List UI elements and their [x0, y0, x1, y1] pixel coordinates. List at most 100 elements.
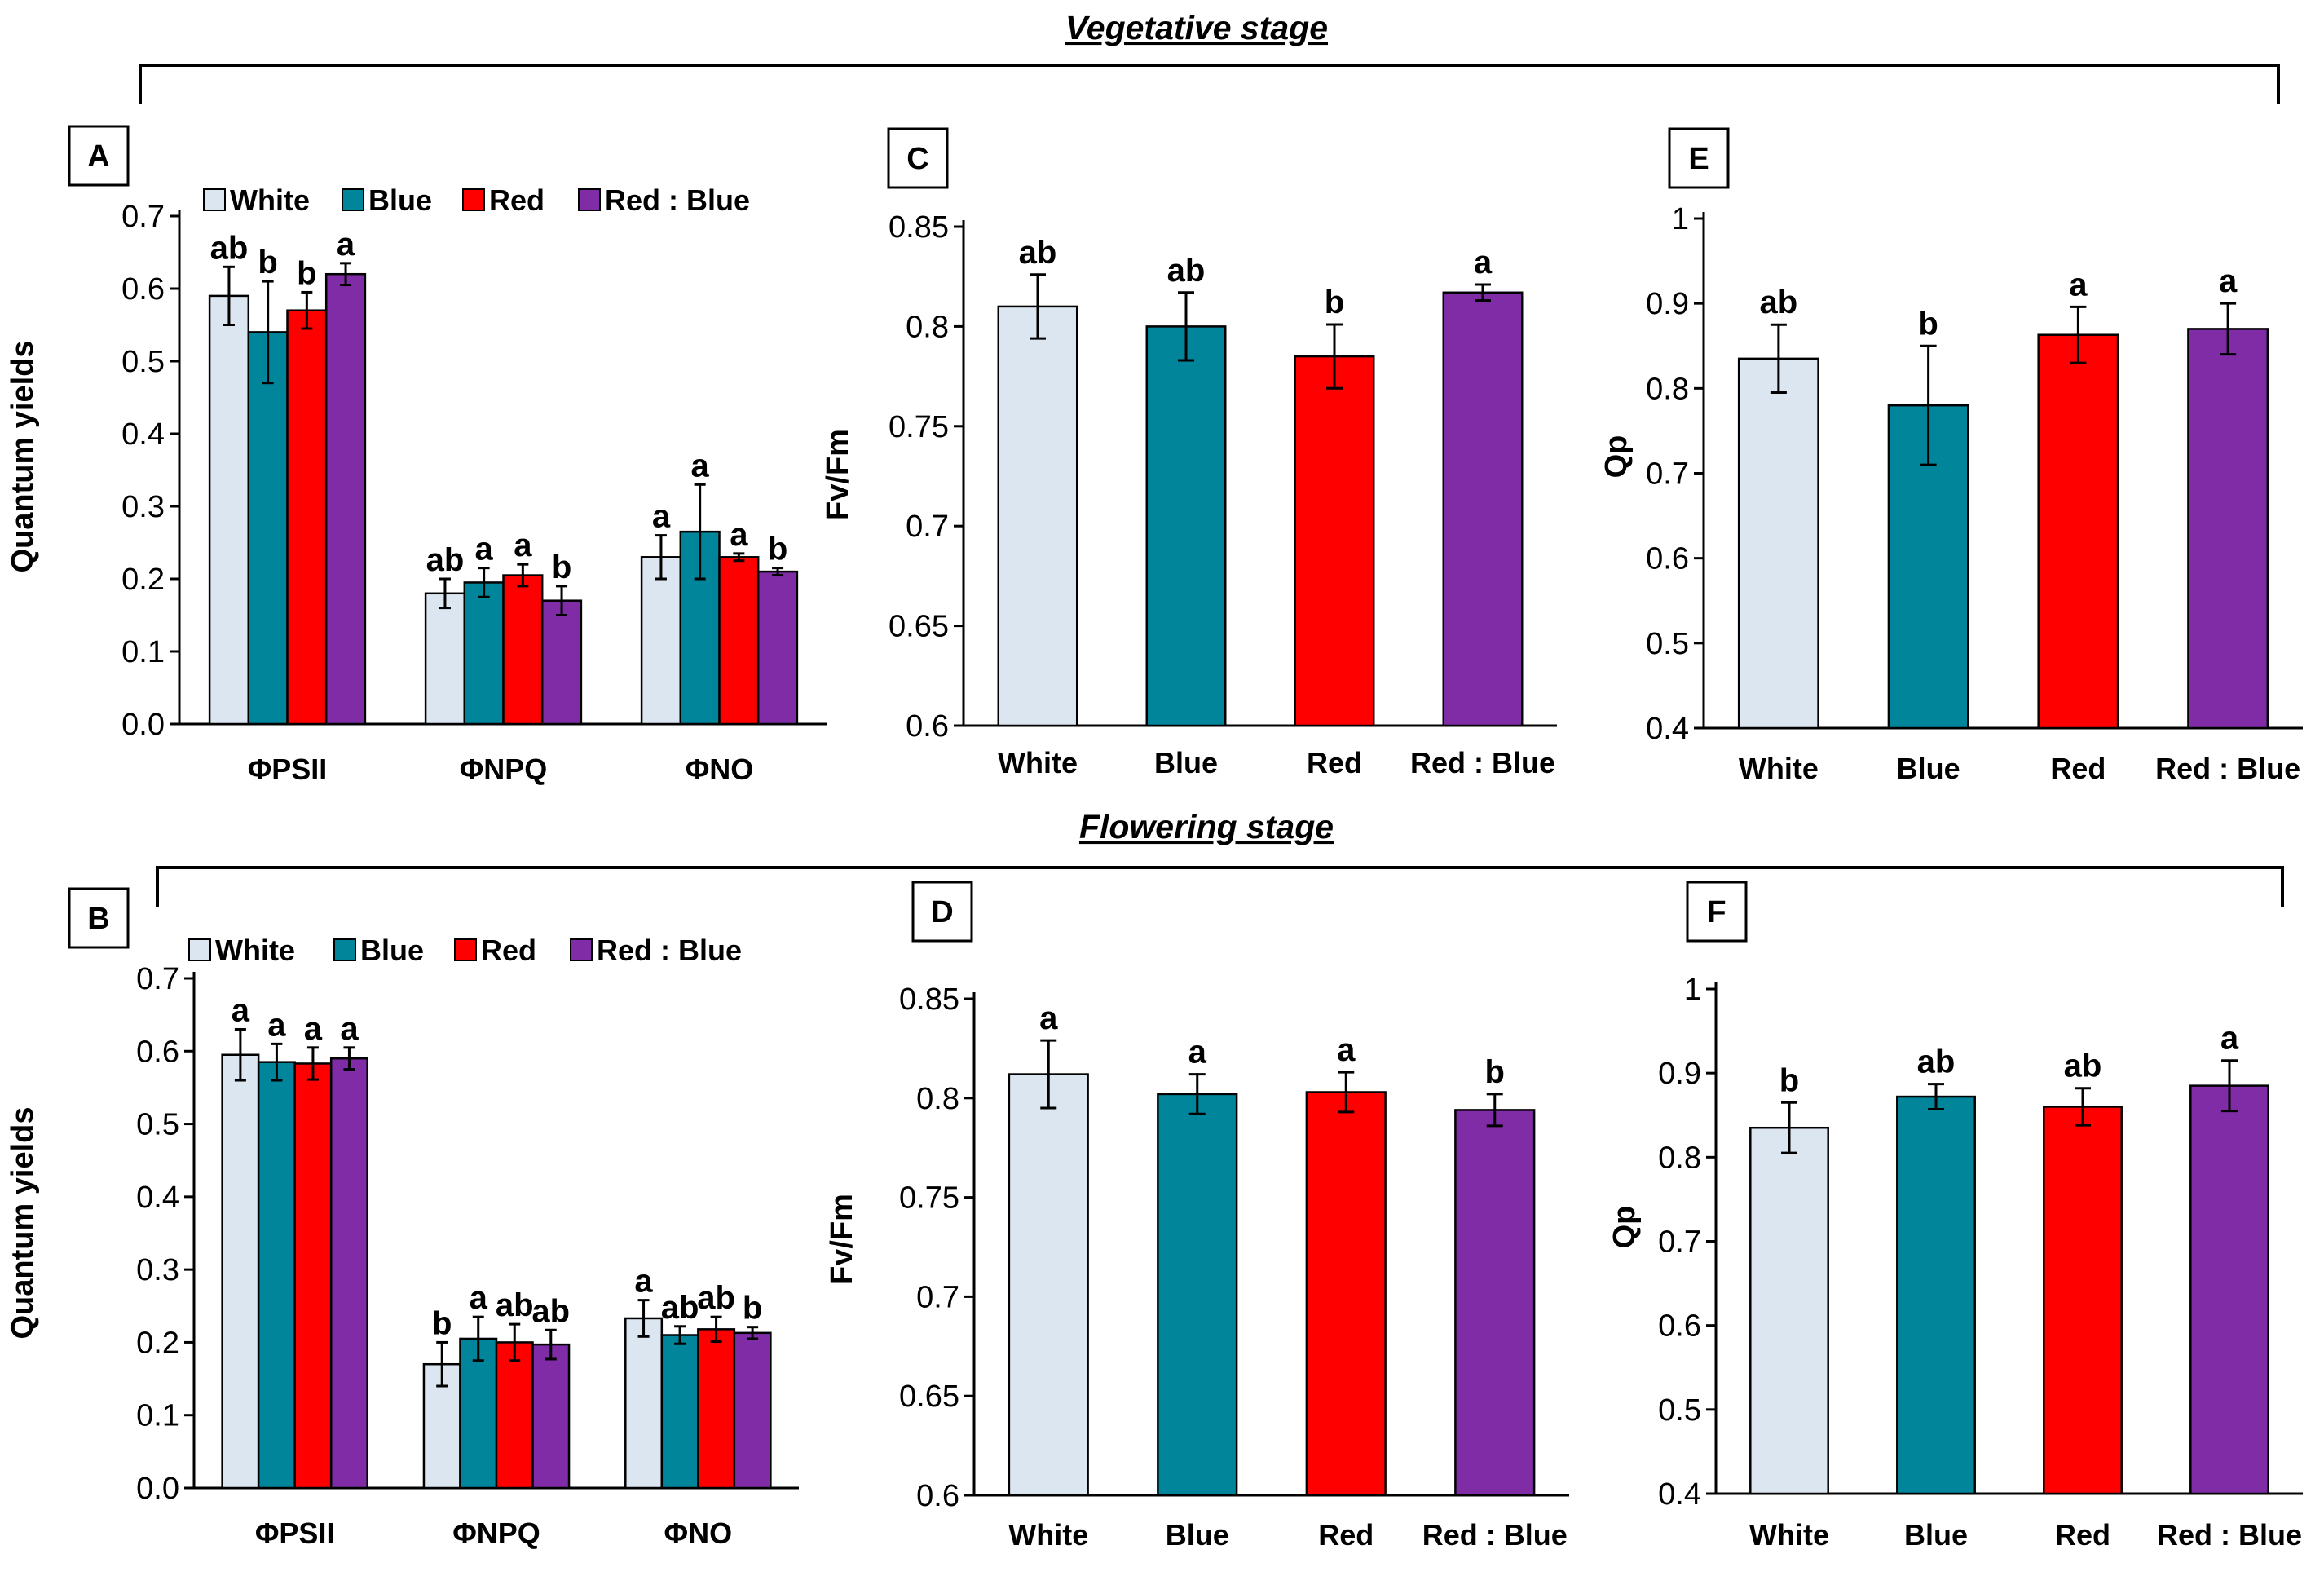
panel-b-legend-swatch-red	[454, 938, 477, 961]
panel-d-category-label: White	[1008, 1518, 1088, 1552]
panel-c: C0.60.650.70.750.80.85Fv/FmabWhiteabBlue…	[821, 127, 1557, 779]
panel-d-y-tick-label: 0.6	[916, 1479, 959, 1513]
panel-b-bar-no-red	[697, 1328, 736, 1490]
panel-b-y-tick-label: 0.0	[136, 1472, 179, 1506]
panel-e-letter: E	[1688, 142, 1709, 176]
panel-f-category-label: Red : Blue	[2157, 1518, 2302, 1552]
panel-b-y-tick-label: 0.5	[136, 1108, 179, 1142]
panel-e-y-tick-label: 0.5	[1646, 627, 1689, 661]
panel-c-significance-letter: ab	[1019, 235, 1057, 271]
panel-b-bar-no-red-blue	[733, 1331, 772, 1490]
panel-a-bar-no-red-blue	[756, 570, 799, 726]
panel-f-category-label: Red	[2055, 1518, 2110, 1552]
panel-f-y-tick-label: 1	[1684, 973, 1701, 1007]
panel-b-bar-npq-red-blue	[531, 1343, 571, 1490]
panel-a-significance-letter: b	[258, 245, 277, 280]
panel-e-y-tick-label: 1	[1672, 202, 1689, 236]
panel-a-significance-letter: ab	[210, 230, 249, 266]
panel-d-y-tick-label: 0.85	[899, 982, 959, 1017]
panel-b-legend-label-red: Red	[481, 934, 536, 967]
panel-a-bar-no-white	[640, 556, 682, 726]
panel-a-bar-psii-white	[208, 294, 250, 726]
panel-f-bar-white	[1749, 1126, 1829, 1495]
panel-d-y-axis-label: Fv/Fm	[825, 1194, 859, 1285]
panel-d-y-tick-label: 0.8	[916, 1082, 959, 1116]
panel-b-significance-letter: a	[470, 1280, 488, 1316]
panel-c-y-tick-label: 0.8	[906, 310, 949, 344]
panel-b-significance-letter: a	[232, 993, 250, 1029]
panel-a-legend-label-red: Red	[489, 183, 545, 217]
panel-b-significance-letter: b	[432, 1305, 452, 1341]
panel-e-significance-letter: a	[2219, 263, 2238, 299]
panel-e-significance-letter: b	[1918, 306, 1938, 342]
panel-b-y-tick-label: 0.6	[136, 1035, 179, 1069]
panel-e-y-tick-label: 0.6	[1646, 542, 1689, 576]
panel-f-letter-box	[1686, 881, 1748, 943]
panel-e-category-label: Blue	[1897, 752, 1960, 785]
panel-d-letter: D	[931, 895, 953, 929]
panel-b-bar-no-white	[624, 1317, 664, 1490]
panel-b-category-label: ΦNPQ	[452, 1516, 540, 1550]
panel-a-legend-swatch-blue	[342, 188, 364, 211]
panel-e-bar-red-blue	[2187, 328, 2269, 730]
panel-f-y-axis-label: Qp	[1607, 1206, 1642, 1249]
panel-f-y-tick-label: 0.6	[1658, 1309, 1701, 1344]
panel-f-significance-letter: a	[2220, 1021, 2239, 1057]
panel-c-significance-letter: b	[1325, 285, 1344, 320]
panel-b-significance-letter: ab	[661, 1290, 699, 1326]
panel-b: B 0.0 0.1 0.2 0.3 0.4 0.5 0.6 0.7 Quantum yields a…	[6, 887, 799, 1550]
panel-b-bar-psii-red	[293, 1062, 333, 1490]
panel-d-bar-red-blue	[1454, 1109, 1536, 1497]
panel-b-bar-no-blue	[660, 1334, 699, 1490]
panel-e-y-tick-label: 0.7	[1646, 457, 1689, 492]
panel-e-letter-box	[1668, 127, 1730, 189]
panel-a-significance-letter: a	[337, 227, 355, 263]
vegetative-stage-title: Vegetative stage	[1065, 9, 1328, 46]
panel-d-significance-letter: a	[1039, 1000, 1058, 1036]
panel-f-significance-letter: b	[1779, 1062, 1799, 1098]
panel-b-significance-letter: ab	[697, 1280, 735, 1316]
panel-b-legend-swatch-blue	[333, 938, 356, 961]
panel-a-y-tick-label: 0.6	[121, 272, 165, 307]
panel-b-y-tick-label: 0.3	[136, 1253, 179, 1287]
panel-b-category-label: ΦNO	[664, 1516, 733, 1550]
panel-b-bar-psii-red-blue	[329, 1057, 368, 1490]
panel-c-y-axis-label: Fv/Fm	[821, 429, 855, 520]
panel-e-category-label: Red	[2050, 752, 2106, 785]
panel-b-y-tick-label: 0.4	[136, 1181, 179, 1215]
panel-d-bar-white	[1008, 1073, 1089, 1497]
panel-a-bar-no-red	[718, 556, 760, 726]
panel-e-category-label: White	[1739, 752, 1819, 785]
panel-f-y-tick-label: 0.9	[1658, 1057, 1701, 1091]
panel-a-category-label: ΦPSII	[248, 753, 328, 786]
panel-b-legend: White Blue Red Red : Blue	[188, 934, 742, 967]
panel-e-bar-white	[1737, 357, 1819, 730]
panel-c-letter-box	[887, 127, 949, 189]
panel-a-legend-swatch-red	[462, 188, 485, 211]
panel-d-significance-letter: a	[1188, 1035, 1207, 1071]
panel-b-legend-label-blue: Blue	[360, 934, 424, 967]
panel-f-significance-letter: ab	[2064, 1048, 2102, 1084]
panel-a-y-tick-label: 0.5	[121, 345, 165, 379]
panel-e-significance-letter: a	[2069, 267, 2088, 302]
panel-a-bar-npq-red-blue	[540, 599, 583, 726]
panel-f-y-tick-label: 0.8	[1658, 1141, 1701, 1175]
panel-a-significance-letter: a	[475, 532, 494, 567]
panel-b-y-axis-label: Quantum yields	[6, 1106, 40, 1339]
panel-d: D 0.6 0.65 0.7 0.75 0.8 0.85 Fv/Fm a White a Blue a R…	[825, 881, 1569, 1552]
panel-f-bar-red-blue	[2189, 1084, 2269, 1495]
panel-d-bar-blue	[1157, 1093, 1238, 1497]
panel-b-significance-letter: a	[634, 1264, 653, 1300]
panel-e-y-axis-label: Qp	[1599, 435, 1634, 479]
panel-b-significance-letter: a	[304, 1011, 323, 1047]
panel-c-significance-letter: a	[1474, 245, 1493, 280]
panel-b-y-tick-label: 0.1	[136, 1399, 179, 1433]
panel-d-category-label: Red : Blue	[1422, 1518, 1568, 1552]
panel-a-category-label: ΦNPQ	[460, 753, 548, 786]
panel-a-legend-label-red-blue: Red : Blue	[605, 183, 750, 217]
vegetative-stage-bracket	[139, 64, 2280, 104]
panel-a-y-tick-label: 0.7	[121, 200, 165, 234]
panel-a-bar-psii-blue	[247, 331, 289, 726]
panel-f-category-label: White	[1749, 1518, 1829, 1552]
panel-c-category-label: Red	[1307, 746, 1362, 779]
